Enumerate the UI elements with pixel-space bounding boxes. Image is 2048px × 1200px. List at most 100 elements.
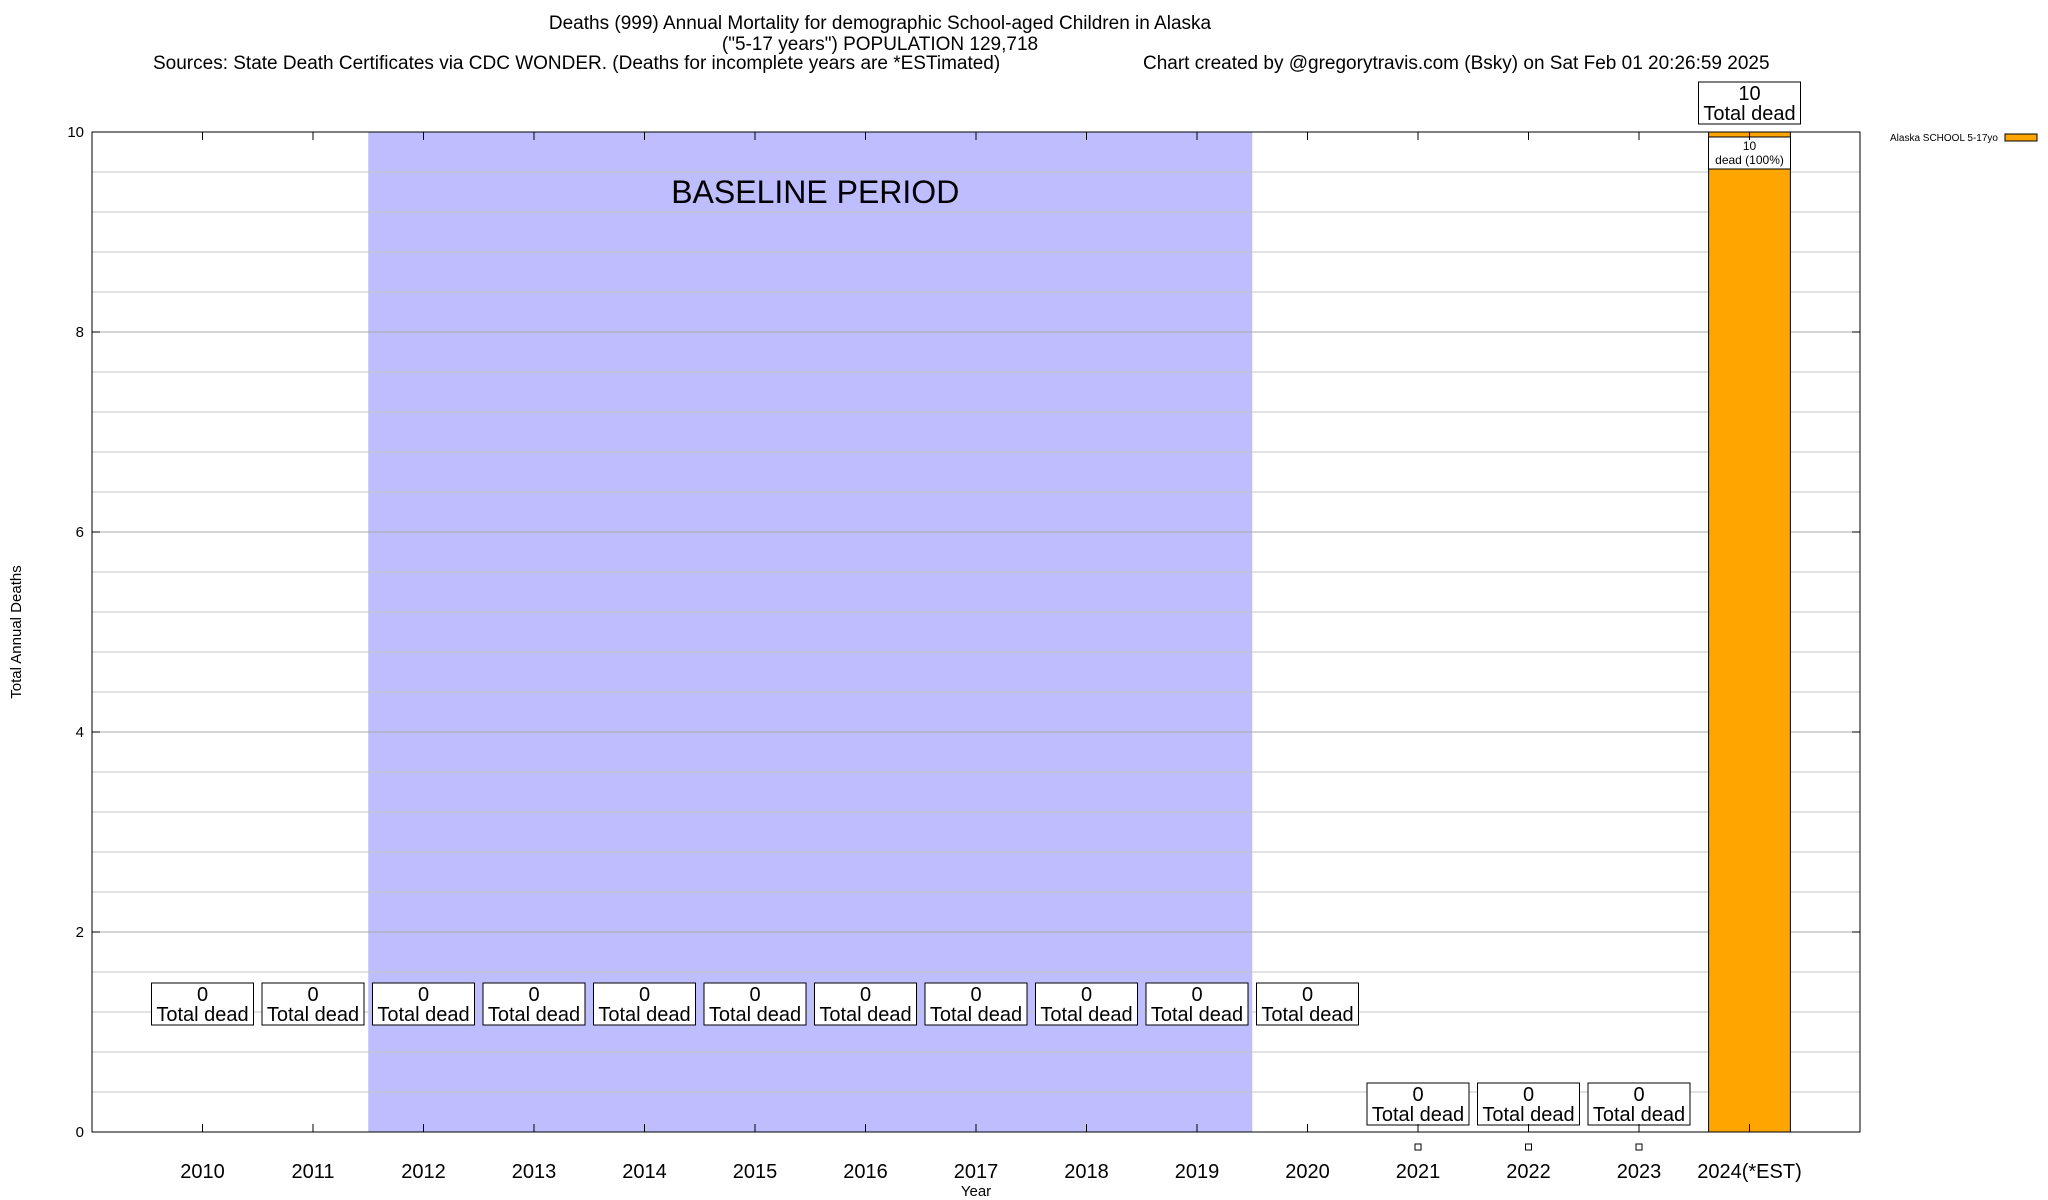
x-tick-label: 2012 bbox=[401, 1161, 446, 1183]
x-tick-label: 2014 bbox=[622, 1161, 667, 1183]
total-label-count: 0 bbox=[528, 984, 539, 1006]
total-label-text: Total dead bbox=[1372, 1104, 1464, 1126]
total-label-count: 0 bbox=[1412, 1084, 1423, 1106]
total-label-count: 0 bbox=[418, 984, 429, 1006]
x-axis-title: Year bbox=[961, 1183, 991, 1200]
total-label-count: 0 bbox=[1302, 984, 1313, 1006]
x-tick-label: 2015 bbox=[733, 1161, 778, 1183]
total-label-text: Total dead bbox=[377, 1004, 469, 1026]
x-tick-label: 2023 bbox=[1617, 1161, 1662, 1183]
total-label-count: 0 bbox=[970, 984, 981, 1006]
y-axis-title: Total Annual Deaths bbox=[8, 565, 25, 698]
x-tick-label: 2019 bbox=[1175, 1161, 1220, 1183]
total-label-text: Total dead bbox=[1040, 1004, 1132, 1026]
total-label-box bbox=[593, 982, 696, 1026]
total-label-count: 0 bbox=[1081, 984, 1092, 1006]
chart-sources: Sources: State Death Certificates via CD… bbox=[153, 53, 1001, 74]
y-tick-label: 8 bbox=[76, 324, 84, 341]
zero-marker-2023 bbox=[1635, 1143, 1643, 1151]
x-tick-label: 2011 bbox=[291, 1161, 334, 1183]
bar-2024(*EST) bbox=[1708, 131, 1791, 1133]
total-label-text: Total dead bbox=[1151, 1004, 1243, 1026]
total-label-count: 0 bbox=[749, 984, 760, 1006]
total-label-text: Total dead bbox=[156, 1004, 248, 1026]
total-label-box bbox=[814, 982, 917, 1026]
chart-credit: Chart created by @gregorytravis.com (Bsk… bbox=[1143, 53, 1770, 74]
baseline-label: BASELINE PERIOD bbox=[671, 174, 959, 210]
total-label-box bbox=[261, 982, 365, 1026]
segment-label-count: 10 bbox=[1743, 139, 1757, 153]
total-label-text: Total dead bbox=[930, 1004, 1022, 1026]
zero-marker-2022 bbox=[1525, 1143, 1532, 1151]
x-tick-label: 2018 bbox=[1064, 1161, 1109, 1183]
segment-label-box bbox=[1708, 136, 1791, 170]
total-label-text: Total dead bbox=[709, 1004, 801, 1026]
total-label-count: 0 bbox=[1633, 1084, 1644, 1106]
x-tick-label: 2013 bbox=[512, 1161, 557, 1183]
x-tick-label: 2017 bbox=[954, 1161, 999, 1183]
total-label-count: 0 bbox=[1191, 984, 1202, 1006]
x-tick-label: 2020 bbox=[1285, 1161, 1330, 1183]
total-label-box bbox=[703, 982, 807, 1026]
total-label-box bbox=[1256, 982, 1359, 1026]
total-label-count: 0 bbox=[639, 984, 650, 1006]
segment-label-text: dead (100%) bbox=[1715, 153, 1784, 167]
total-label-count: 10 bbox=[1738, 83, 1760, 105]
total-label-text: Total dead bbox=[267, 1004, 359, 1026]
chart-subtitle: ("5-17 years") POPULATION 129,718 bbox=[721, 34, 1039, 55]
total-label-text: Total dead bbox=[1482, 1104, 1574, 1126]
x-tick-label: 2022 bbox=[1506, 1161, 1551, 1183]
total-label-text: Total dead bbox=[598, 1004, 690, 1026]
x-tick-label: 2024(*EST) bbox=[1697, 1161, 1802, 1183]
x-tick-label: 2010 bbox=[180, 1161, 225, 1183]
total-label-box bbox=[151, 982, 254, 1026]
y-tick-label: 10 bbox=[67, 124, 84, 141]
total-label-text: Total dead bbox=[819, 1004, 911, 1026]
x-tick-label: 2021 bbox=[1396, 1161, 1441, 1183]
y-tick-label: 6 bbox=[76, 524, 84, 541]
total-label-box bbox=[1366, 1082, 1470, 1126]
chart-title: Deaths (999) Annual Mortality for demogr… bbox=[548, 13, 1212, 34]
total-label-count: 0 bbox=[1523, 1084, 1534, 1106]
zero-marker-2021 bbox=[1414, 1143, 1422, 1151]
total-label-box bbox=[924, 982, 1028, 1026]
total-label-box bbox=[482, 982, 586, 1026]
total-label-box bbox=[1698, 81, 1801, 125]
total-label-text: Total dead bbox=[1261, 1004, 1353, 1026]
total-label-box bbox=[1145, 982, 1249, 1026]
baseline-band bbox=[368, 132, 1253, 1132]
total-label-text: Total dead bbox=[488, 1004, 580, 1026]
total-label-count: 0 bbox=[860, 984, 871, 1006]
total-label-box bbox=[1035, 982, 1138, 1026]
legend-swatch bbox=[2004, 133, 2038, 142]
y-tick-label: 4 bbox=[76, 724, 84, 741]
total-label-count: 0 bbox=[197, 984, 208, 1006]
legend-label: Alaska SCHOOL 5-17yo bbox=[1890, 133, 1998, 144]
total-label-box bbox=[1477, 1082, 1580, 1126]
y-tick-label: 0 bbox=[76, 1124, 84, 1141]
y-tick-label: 2 bbox=[76, 924, 84, 941]
total-label-box bbox=[1587, 1082, 1691, 1126]
total-label-text: Total dead bbox=[1593, 1104, 1685, 1126]
total-label-box bbox=[372, 982, 475, 1026]
total-label-text: Total dead bbox=[1703, 103, 1795, 125]
total-label-count: 0 bbox=[307, 984, 318, 1006]
x-tick-label: 2016 bbox=[843, 1161, 888, 1183]
